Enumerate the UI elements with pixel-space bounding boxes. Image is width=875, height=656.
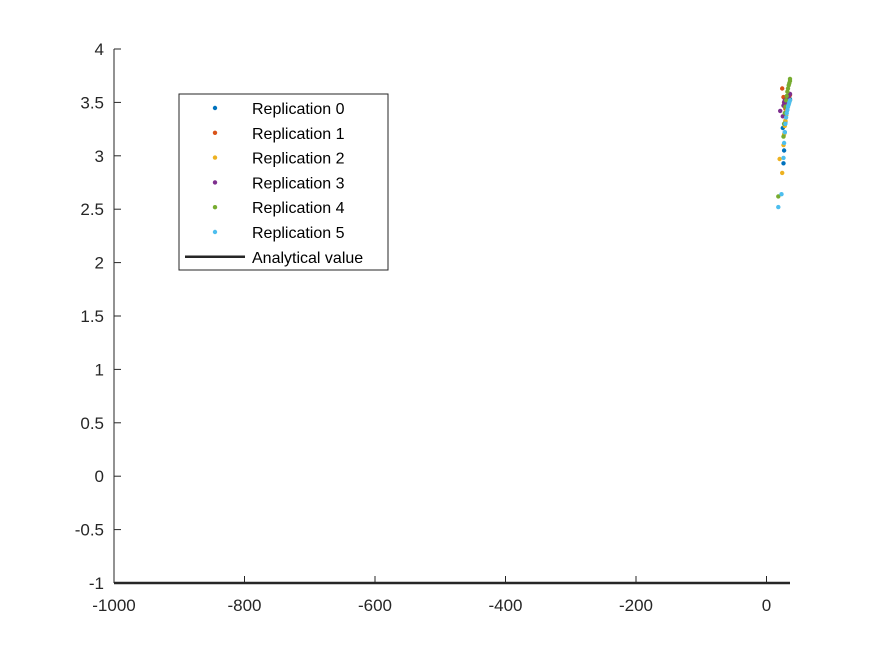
legend-swatch xyxy=(212,229,218,235)
data-point xyxy=(784,93,789,99)
data-point xyxy=(787,76,793,82)
legend-swatch xyxy=(212,105,218,111)
data-point xyxy=(783,98,789,103)
series-5 xyxy=(776,98,793,210)
x-tick-label: 0 xyxy=(762,596,771,615)
legend-box xyxy=(178,93,389,271)
x-tick-label: -800 xyxy=(227,596,261,615)
legend-label: Analytical value xyxy=(252,250,363,267)
data-point xyxy=(781,134,786,139)
data-point xyxy=(781,148,787,153)
data-point xyxy=(783,115,789,120)
legend-swatch xyxy=(212,155,218,160)
data-point xyxy=(776,194,781,199)
series-4 xyxy=(776,76,793,199)
data-point xyxy=(777,156,782,162)
data-point xyxy=(782,130,787,135)
data-point xyxy=(778,108,783,114)
y-tick-label: -0.5 xyxy=(75,521,104,540)
y-tick-label: 1 xyxy=(95,360,104,379)
axes: -1 -0.5 0 0.5 1 1.5 2 2.5 3 3.5 4 -1000 -800 -600 -400… xyxy=(75,40,790,615)
legend-label: Replication 5 xyxy=(252,225,345,242)
legend-swatch xyxy=(212,130,218,135)
data-point xyxy=(781,140,787,146)
y-tick-label: 3.5 xyxy=(80,93,104,112)
legend-label: Replication 4 xyxy=(252,200,345,217)
data-point xyxy=(783,121,788,127)
y-tick-label: 4 xyxy=(95,40,104,59)
data-point xyxy=(780,86,785,91)
y-tick-label: 0 xyxy=(95,467,104,486)
y-tick-label: 0.5 xyxy=(80,414,104,433)
data-point xyxy=(779,192,784,197)
data-point xyxy=(776,204,781,210)
legend-label: Replication 3 xyxy=(252,175,345,192)
data-point xyxy=(781,161,786,166)
data-point xyxy=(781,155,786,161)
y-tick-label: 2.5 xyxy=(80,200,104,219)
x-tick-label: -400 xyxy=(488,596,522,615)
x-tick-label: -600 xyxy=(358,596,392,615)
legend-swatch xyxy=(212,180,218,185)
legend-label: Replication 0 xyxy=(252,101,345,118)
data-point xyxy=(780,170,785,176)
y-tick-label: 3 xyxy=(95,147,104,166)
legend-label: Replication 1 xyxy=(252,126,345,143)
x-tick-label: -1000 xyxy=(92,596,135,615)
x-tick-label: -200 xyxy=(619,596,653,615)
legend-swatch xyxy=(212,205,218,210)
legend-label: Replication 2 xyxy=(252,151,345,168)
data-point xyxy=(787,98,793,103)
y-tick-label: 2 xyxy=(95,254,104,273)
series-layer xyxy=(114,76,793,585)
y-tick-label: 1.5 xyxy=(80,307,104,326)
y-tick-label: -1 xyxy=(89,574,104,593)
legend: Replication 0 Replication 1 Replication 2 R… xyxy=(178,93,389,271)
